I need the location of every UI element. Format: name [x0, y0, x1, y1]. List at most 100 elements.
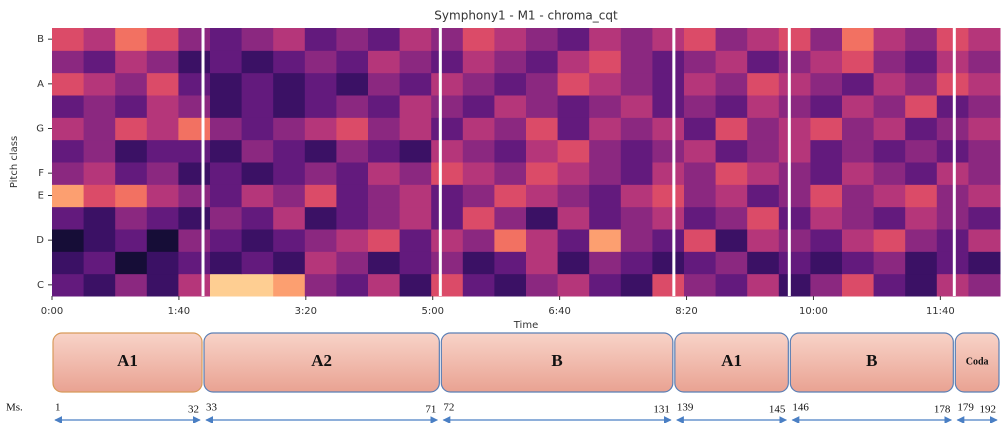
heatmap-cell: [336, 229, 369, 252]
measure-start: 33: [206, 402, 218, 414]
heatmap-cell: [210, 273, 243, 297]
heatmap-cell: [462, 139, 495, 163]
heatmap-cell: [684, 50, 717, 74]
measure-start: 1: [55, 402, 61, 414]
heatmap-cell: [210, 95, 243, 118]
heatmap-cell: [905, 251, 938, 275]
heatmap-cell: [368, 117, 401, 141]
heatmap-cell: [178, 273, 211, 297]
heatmap-cell: [273, 95, 306, 118]
section-box: [954, 332, 1000, 393]
heatmap-cell: [146, 72, 179, 96]
heatmap-cell: [273, 273, 306, 297]
heatmap-cell: [589, 117, 622, 141]
heatmap-cell: [905, 50, 938, 74]
heatmap-cell: [684, 139, 717, 163]
heatmap-cell: [115, 50, 148, 74]
heatmap-cell: [968, 206, 1001, 230]
heatmap-cell: [273, 229, 306, 252]
heatmap-cell: [210, 28, 243, 51]
heatmap-cell: [526, 206, 559, 230]
heatmap-cell: [557, 72, 590, 96]
heatmap-cell: [842, 273, 875, 297]
heatmap-cell: [620, 229, 653, 252]
heatmap-cell: [431, 184, 464, 208]
heatmap-cell: [368, 251, 401, 275]
heatmap-cell: [652, 206, 685, 230]
heatmap-cell: [557, 273, 590, 297]
heatmap-cell: [399, 139, 432, 163]
section-box: [440, 332, 674, 393]
heatmap-cell: [747, 184, 780, 208]
heatmap-cell: [968, 117, 1001, 141]
heatmap-cell: [431, 50, 464, 74]
heatmap-cell: [115, 229, 148, 252]
section-box: [674, 332, 789, 393]
heatmap-cell: [241, 184, 274, 208]
heatmap-cell: [399, 50, 432, 74]
heatmap-cell: [273, 28, 306, 51]
heatmap-cell: [652, 72, 685, 96]
heatmap-cell: [778, 28, 811, 51]
section-label: B: [551, 351, 562, 370]
heatmap-cell: [747, 117, 780, 141]
heatmap-cell: [336, 206, 369, 230]
heatmap-cell: [905, 28, 938, 51]
heatmap-cell: [399, 184, 432, 208]
heatmap-cell: [462, 162, 495, 185]
heatmap-cell: [557, 28, 590, 51]
heatmap-cell: [146, 28, 179, 51]
heatmap-cell: [494, 72, 527, 96]
heatmap-cell: [273, 139, 306, 163]
heatmap-cell: [399, 206, 432, 230]
heatmap-cell: [304, 251, 337, 275]
heatmap-cell: [115, 273, 148, 297]
heatmap-cell: [115, 72, 148, 96]
heatmap-cell: [368, 72, 401, 96]
heatmap-cell: [684, 206, 717, 230]
section-label: A1: [721, 351, 742, 370]
y-tick-label: F: [38, 168, 44, 179]
heatmap-cell: [83, 229, 116, 252]
heatmap-cell: [115, 184, 148, 208]
heatmap-cell: [115, 162, 148, 185]
heatmap-cell: [873, 50, 906, 74]
heatmap-cell: [83, 162, 116, 185]
heatmap-cell: [747, 206, 780, 230]
heatmap-cell: [178, 184, 211, 208]
y-axis-label: Pitch class: [9, 136, 20, 188]
heatmap-cell: [652, 162, 685, 185]
heatmap-cell: [178, 28, 211, 51]
heatmap-cell: [273, 206, 306, 230]
heatmap-cell: [336, 95, 369, 118]
heatmap-cell: [526, 72, 559, 96]
heatmap-cell: [747, 50, 780, 74]
heatmap-cell: [873, 206, 906, 230]
heatmap-cell: [526, 117, 559, 141]
y-tick-label: B: [37, 34, 44, 45]
heatmap-cell: [842, 139, 875, 163]
heatmap-cell: [842, 28, 875, 51]
x-axis-label: Time: [513, 320, 538, 331]
heatmap-cell: [83, 50, 116, 74]
heatmap-cell: [241, 50, 274, 74]
heatmap-cell: [241, 206, 274, 230]
heatmap-cell: [146, 162, 179, 185]
heatmap-cell: [842, 229, 875, 252]
heatmap-cell: [431, 28, 464, 51]
heatmap-cell: [684, 28, 717, 51]
heatmap-cell: [431, 206, 464, 230]
heatmap-cell: [178, 229, 211, 252]
measure-start: 72: [443, 402, 454, 414]
heatmap-cell: [589, 251, 622, 275]
heatmap-cell: [494, 206, 527, 230]
heatmap-cell: [557, 139, 590, 163]
heatmap-cell: [778, 139, 811, 163]
heatmap-cell: [589, 95, 622, 118]
heatmap-cell: [684, 72, 717, 96]
heatmap-cell: [747, 72, 780, 96]
heatmap-cell: [873, 117, 906, 141]
heatmap-cell: [210, 117, 243, 141]
heatmap-cell: [304, 72, 337, 96]
